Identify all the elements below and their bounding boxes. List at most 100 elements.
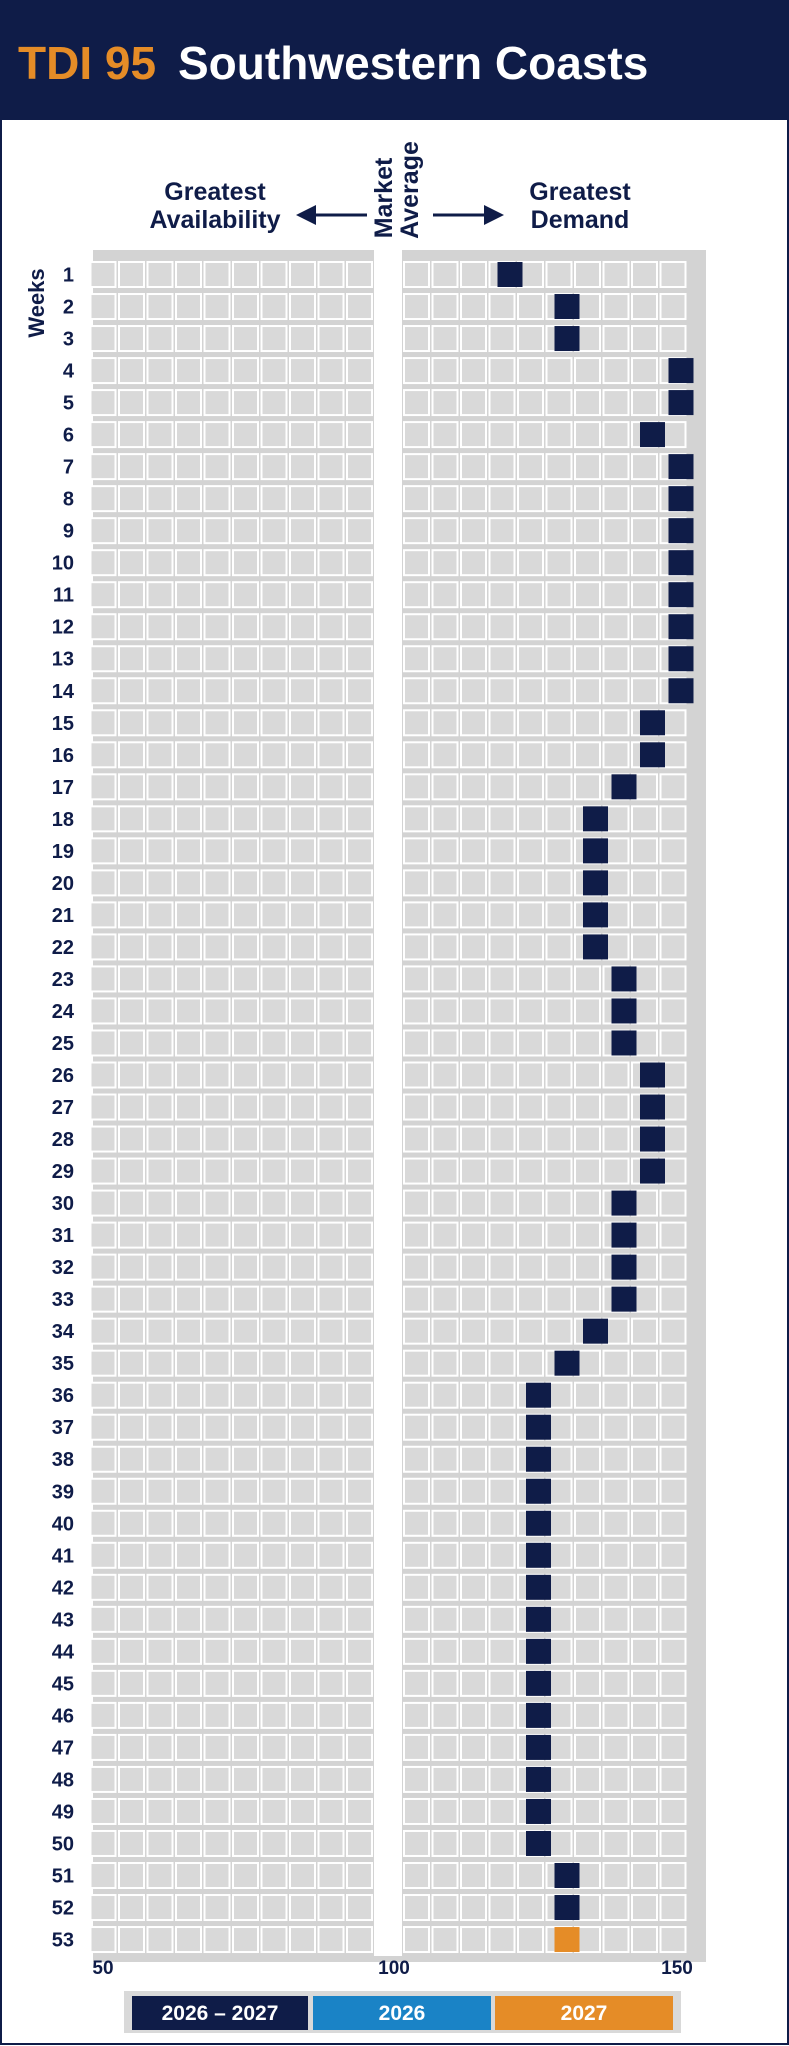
grid-cell	[232, 1733, 259, 1761]
week-label: 36	[52, 1385, 74, 1407]
grid-cell	[146, 1445, 174, 1473]
grid-cell	[631, 1701, 658, 1729]
week-label: 21	[52, 905, 74, 927]
grid-cell	[289, 1157, 316, 1185]
grid-cell	[403, 613, 430, 641]
grid-cell	[602, 709, 630, 737]
grid-cell	[260, 613, 288, 641]
grid-cell	[89, 1573, 117, 1601]
grid-cell	[232, 1797, 259, 1825]
grid-cell	[89, 1926, 117, 1954]
grid-cell	[488, 1573, 516, 1601]
grid-cell	[460, 1829, 487, 1857]
grid-cell	[460, 805, 487, 833]
week-label: 1	[63, 265, 74, 287]
grid-cell	[602, 741, 630, 769]
grid-cell	[317, 741, 345, 769]
grid-cell	[118, 901, 145, 929]
grid-cell	[488, 1061, 516, 1089]
data-mark	[611, 966, 637, 992]
grid-cell	[517, 517, 544, 545]
grid-cell	[203, 1637, 231, 1665]
grid-cell	[488, 1765, 516, 1793]
grid-cell	[203, 1894, 231, 1922]
grid-cell	[89, 677, 117, 705]
grid-cell	[89, 325, 117, 353]
grid-cell	[488, 1733, 516, 1761]
grid-cell	[175, 645, 202, 673]
grid-cell	[488, 613, 516, 641]
grid-cell	[232, 997, 259, 1025]
grid-cell	[574, 261, 601, 288]
grid-cell	[175, 1765, 202, 1793]
grid-cell	[317, 1253, 345, 1281]
data-mark	[668, 454, 694, 480]
data-mark	[526, 1574, 551, 1600]
grid-cell	[659, 1669, 687, 1697]
grid-cell	[545, 1285, 573, 1313]
grid-cell	[602, 1125, 630, 1153]
grid-cell	[118, 677, 145, 705]
week-label: 15	[52, 713, 74, 735]
grid-cell	[659, 1285, 687, 1313]
grid-cell	[431, 1765, 459, 1793]
grid-cell	[89, 613, 117, 641]
grid-cell	[232, 1445, 259, 1473]
grid-cell	[260, 1221, 288, 1249]
grid-cell	[203, 485, 231, 513]
grid-cell	[659, 1797, 687, 1825]
week-label: 48	[52, 1769, 74, 1791]
grid-cell	[175, 901, 202, 929]
grid-cell	[203, 1829, 231, 1857]
grid-cell	[488, 293, 516, 321]
grid-cell	[203, 1926, 231, 1954]
grid-cell	[260, 1573, 288, 1601]
grid-cell	[431, 1157, 459, 1185]
grid-cell	[260, 1029, 288, 1057]
grid-cell	[203, 1605, 231, 1633]
grid-cell	[488, 1349, 516, 1377]
grid-cell	[488, 1541, 516, 1569]
grid-cell	[574, 1765, 601, 1793]
grid-cell	[175, 1541, 202, 1569]
grid-cell	[545, 1093, 573, 1121]
grid-cell	[89, 261, 117, 288]
grid-cell	[289, 1669, 316, 1697]
grid-cell	[431, 677, 459, 705]
grid-cell	[260, 1669, 288, 1697]
grid-cell	[346, 1061, 373, 1089]
grid-cell	[574, 997, 601, 1025]
grid-cell	[317, 709, 345, 737]
grid-cell	[631, 837, 658, 865]
grid-cell	[517, 677, 544, 705]
week-label: 34	[52, 1321, 75, 1343]
grid-cell	[260, 261, 288, 288]
grid-cell	[659, 901, 687, 929]
destination-code: TDI 95	[18, 37, 157, 89]
grid-cell	[118, 773, 145, 801]
grid-cell	[260, 837, 288, 865]
grid-cell	[517, 1862, 544, 1889]
grid-cell	[203, 1285, 231, 1313]
grid-cell	[175, 1413, 202, 1441]
grid-cell	[317, 1894, 345, 1922]
grid-cell	[232, 581, 259, 609]
grid-cell	[289, 805, 316, 833]
grid-cell	[574, 517, 601, 545]
grid-cell	[574, 1093, 601, 1121]
grid-cell	[89, 1733, 117, 1761]
grid-cell	[89, 1829, 117, 1857]
grid-cell	[545, 805, 573, 833]
grid-cell	[659, 869, 687, 897]
grid-cell	[431, 1926, 459, 1954]
grid-cell	[346, 1926, 373, 1954]
grid-cell	[574, 1509, 601, 1537]
grid-cell	[260, 933, 288, 961]
grid-cell	[232, 1253, 259, 1281]
grid-cell	[203, 421, 231, 449]
grid-cell	[602, 1701, 630, 1729]
grid-cell	[346, 1413, 373, 1441]
grid-cell	[260, 805, 288, 833]
x-tick-label: 150	[661, 1958, 693, 1979]
grid-cell	[460, 357, 487, 385]
